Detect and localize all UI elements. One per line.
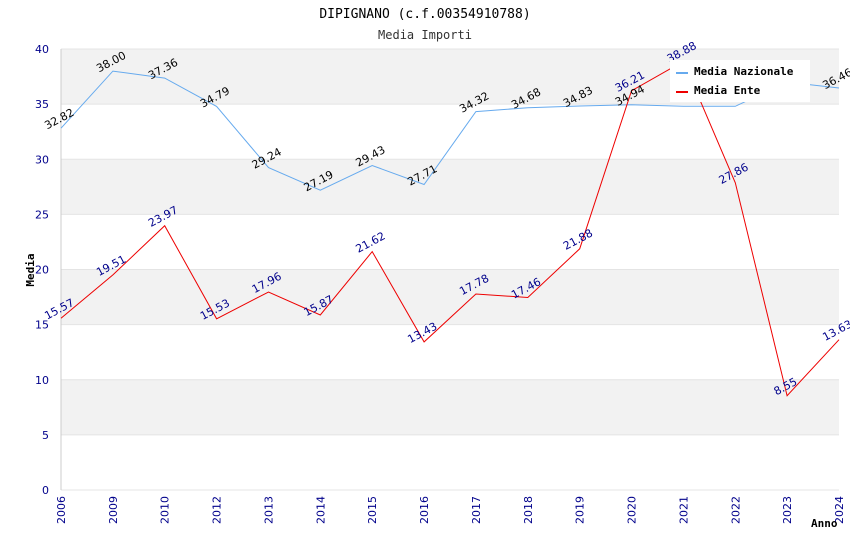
x-tick-label: 2006 [55,496,68,524]
x-tick-label: 2017 [470,496,483,524]
x-tick-label: 2016 [418,496,431,524]
y-tick-label: 25 [35,208,49,221]
y-tick-label: 20 [35,264,49,277]
x-axis-label: Anno [811,517,838,530]
series-lines [60,60,840,397]
legend-box [670,60,810,102]
y-tick-label: 5 [42,429,49,442]
x-tick-label: 2023 [781,496,794,524]
x-tick-label: 2018 [522,496,535,524]
x-tick-label: 2009 [107,496,120,524]
grid-band [61,214,839,270]
series-line-ente [60,60,840,397]
grid-band [61,324,839,380]
y-tick-label: 10 [35,374,49,387]
x-tick-label: 2024 [833,496,846,524]
legend: Media Nazionale Media Ente [670,60,810,102]
grid-band [61,269,839,325]
grid-band [61,104,839,160]
y-tick-label: 30 [35,153,49,166]
series-line-nazionale [60,70,840,191]
y-tick-label: 40 [35,43,49,56]
x-tick-label: 2019 [574,496,587,524]
x-tick-label: 2013 [262,496,275,524]
chart-title: DIPIGNANO (c.f.00354910788) [319,7,530,22]
x-axis-ticks: 2006 2009 2010 2012 2013 2014 2015 2016 2017 2018… [55,496,846,524]
y-tick-label: 15 [35,319,49,332]
y-tick-label: 0 [42,484,49,497]
x-tick-label: 2022 [729,496,742,524]
grid-bands [60,48,839,491]
x-tick-label: 2012 [211,496,224,524]
x-tick-label: 2014 [314,496,327,524]
grid-band [61,159,839,215]
chart-subtitle: Media Importi [378,28,472,42]
grid-band [61,379,839,435]
grid-band [61,434,839,490]
legend-label-ente: Media Ente [694,84,761,97]
x-tick-label: 2021 [677,496,690,524]
legend-label-nazionale: Media Nazionale [694,65,794,78]
x-tick-label: 2010 [159,496,172,524]
x-tick-label: 2020 [626,496,639,524]
y-axis-label: Media [24,253,37,286]
x-tick-label: 2015 [366,496,379,524]
y-tick-label: 35 [35,98,49,111]
y-axis-ticks: 0 5 10 15 20 25 30 35 40 [35,43,49,497]
